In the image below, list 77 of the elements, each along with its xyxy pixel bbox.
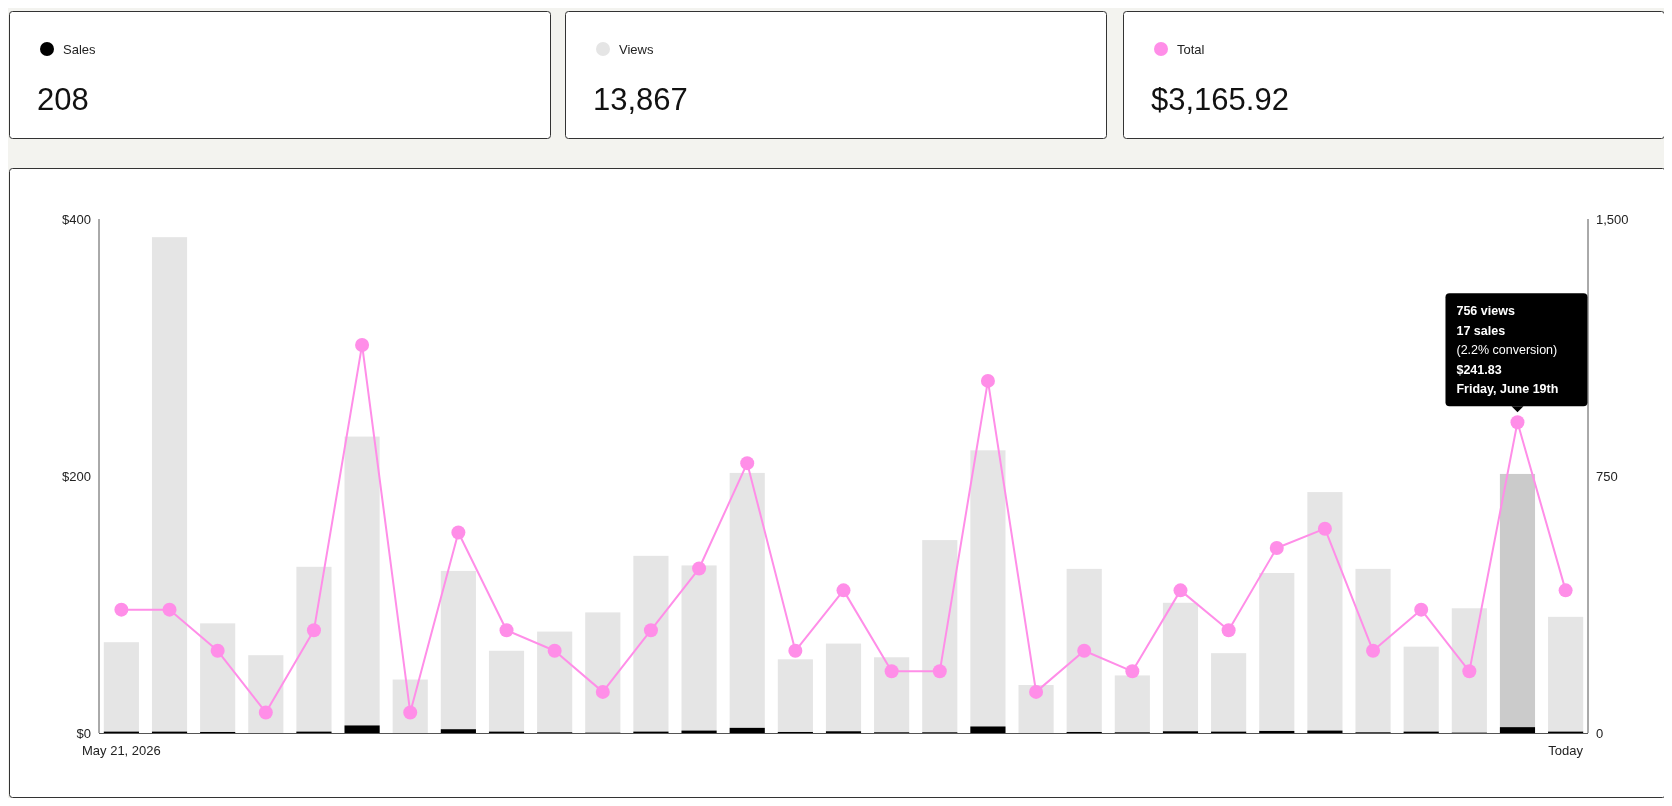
point (258, 705, 273, 720)
y2-tick-label: 0 (1596, 725, 1604, 741)
text: $3,165.92 (1151, 82, 1289, 117)
point (836, 583, 851, 598)
bar (1114, 675, 1150, 733)
point (306, 623, 321, 638)
point (1558, 583, 1573, 598)
point (740, 456, 755, 471)
bar (1499, 727, 1536, 733)
point (980, 373, 995, 388)
bar (633, 555, 669, 733)
legend-label: Views (619, 42, 654, 57)
y-tick-label: $400 (62, 211, 91, 227)
bar (440, 729, 476, 733)
bar (344, 725, 380, 733)
point (1173, 583, 1188, 598)
bar (151, 237, 188, 733)
point (1414, 602, 1429, 617)
bar (537, 631, 573, 733)
point (114, 602, 129, 617)
point (932, 664, 947, 679)
bar (1307, 492, 1343, 733)
point (210, 643, 225, 658)
bar (1355, 568, 1391, 733)
bar (681, 565, 717, 733)
bar (777, 659, 813, 733)
point (1366, 643, 1381, 658)
legend-label: Total (1177, 42, 1205, 57)
point (499, 623, 514, 638)
bar (488, 650, 525, 733)
annotation: 756 views 17 sales (2.2% conversion) $241.83 Friday, June 19th (1456, 304, 1559, 397)
point (1029, 684, 1044, 699)
bar (729, 727, 765, 733)
bar (296, 566, 332, 733)
point (1317, 521, 1332, 536)
point (355, 337, 370, 352)
x-tick-label: Today (1548, 743, 1584, 758)
point (1510, 415, 1525, 430)
point (692, 561, 707, 576)
text: 13,867 (593, 82, 688, 117)
bar (585, 612, 621, 733)
bar (1451, 608, 1487, 733)
bar (1259, 730, 1295, 733)
bar (874, 657, 910, 733)
point (1221, 623, 1236, 638)
point (1462, 664, 1477, 679)
bar (1259, 572, 1295, 733)
point (1269, 540, 1284, 555)
point (884, 664, 899, 679)
point (643, 623, 658, 638)
point (1077, 643, 1092, 658)
bar (1066, 568, 1102, 733)
bar (248, 655, 284, 733)
bar (922, 540, 958, 733)
y-tick-label: $200 (62, 468, 91, 484)
bar (1162, 602, 1199, 733)
bar (1548, 616, 1584, 733)
bar (970, 726, 1006, 733)
bar (1211, 653, 1247, 733)
bar (200, 623, 236, 733)
point (788, 643, 803, 658)
y2-tick-label: 750 (1596, 468, 1618, 484)
text: 208 (37, 82, 89, 117)
bar (1018, 685, 1054, 733)
x-tick-label: May 21, 2026 (81, 743, 161, 758)
tooltip: 756 views 17 sales (2.2% conversion) $241.83 Friday, June 19th (1445, 293, 1588, 413)
bar (825, 643, 862, 733)
point (595, 684, 610, 699)
bar (1403, 646, 1439, 733)
y-tick-label: $0 (76, 725, 91, 741)
bar (103, 642, 139, 733)
legend-label: Sales (63, 42, 97, 57)
point (162, 602, 177, 617)
point (547, 643, 562, 658)
y2-tick-label: 1,500 (1596, 211, 1629, 227)
point (1125, 664, 1140, 679)
point (451, 525, 466, 540)
